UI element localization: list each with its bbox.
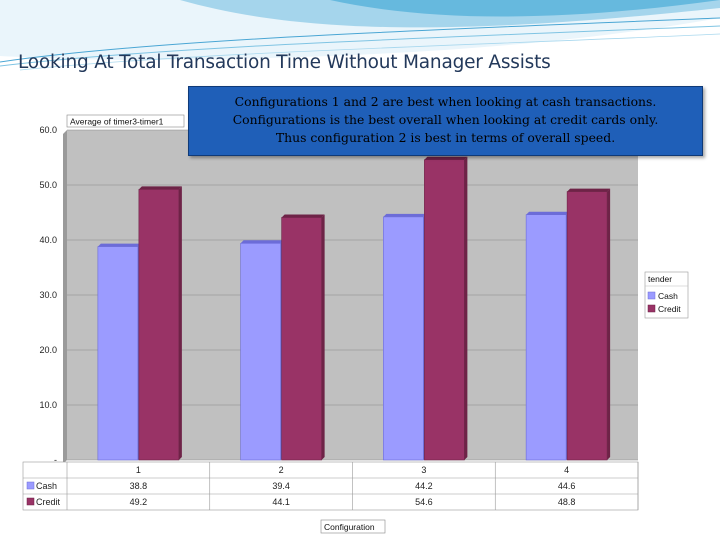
y-tick-label: 30.0 xyxy=(39,290,57,300)
callout-line-2: Configurations is the best overall when … xyxy=(232,112,659,127)
bar-cash-2 xyxy=(240,243,281,461)
callout-line-3: Thus configuration 2 is best in terms of… xyxy=(275,130,616,145)
bar-side xyxy=(178,186,182,460)
bar-cash-4 xyxy=(525,214,567,461)
data-table-cell: 44.6 xyxy=(558,481,576,491)
data-table-cell: 54.6 xyxy=(415,497,433,507)
legend-swatch-credit xyxy=(647,304,656,313)
data-table-cell: 38.8 xyxy=(130,481,148,491)
table-key-swatch-cash xyxy=(26,481,35,490)
y-tick-label: 50.0 xyxy=(39,180,57,190)
bar-credit-3 xyxy=(424,159,465,461)
bar-top xyxy=(281,214,325,218)
data-table-cell: 48.8 xyxy=(558,497,576,507)
bar-cash-3 xyxy=(383,216,424,461)
legend-title: tender xyxy=(648,274,672,284)
bar-top xyxy=(567,188,611,192)
bar-top xyxy=(526,211,570,215)
bar-cash-1 xyxy=(97,246,139,461)
table-series-label: Cash xyxy=(36,481,57,491)
data-table-cell: 49.2 xyxy=(130,497,148,507)
bar-credit-4 xyxy=(566,191,608,461)
bar-top xyxy=(240,240,284,244)
data-table-cell: 44.2 xyxy=(415,481,433,491)
header-swoosh-graphic xyxy=(0,0,720,71)
table-series-label: Credit xyxy=(36,497,61,507)
y-tick-label: 60.0 xyxy=(39,125,57,135)
y-axis: - 10.0 20.0 30.0 40.0 50.0 60.0 xyxy=(39,125,57,465)
x-axis-label-box xyxy=(320,519,386,534)
y-tick-label: 10.0 xyxy=(39,400,57,410)
bar-side xyxy=(464,156,468,460)
bar-side xyxy=(321,214,325,460)
chart-title: Average of timer3-timer1 xyxy=(70,117,164,127)
bar-top xyxy=(97,243,141,247)
conclusion-callout: Configurations 1 and 2 are best when loo… xyxy=(188,86,703,156)
y-tick-label: - xyxy=(54,455,57,465)
callout-line-1: Configurations 1 and 2 are best when loo… xyxy=(234,94,657,109)
legend-item-credit[interactable]: Credit xyxy=(658,304,681,314)
slide-title: Looking At Total Transaction Time Withou… xyxy=(18,52,551,73)
bar-side xyxy=(607,188,611,460)
data-table-frame xyxy=(22,461,639,511)
x-tick-label: 3 xyxy=(421,465,426,475)
plot-side-wall xyxy=(63,130,67,464)
legend-swatch-cash xyxy=(647,291,656,300)
table-key-swatch-credit xyxy=(26,497,35,506)
x-tick-label: 4 xyxy=(564,465,569,475)
bar-top xyxy=(424,156,468,160)
chart-title-box xyxy=(66,114,185,128)
bar-top xyxy=(383,213,427,217)
legend-item-cash[interactable]: Cash xyxy=(658,291,678,301)
data-table: 1 2 3 4 Cash 38.8 39.4 44.2 44.6 Credit 49.2 44.1 54… xyxy=(22,461,639,511)
x-axis-label: Configuration xyxy=(324,522,375,532)
x-axis-label-group: Configuration xyxy=(320,519,386,534)
data-table-cell: 44.1 xyxy=(272,497,290,507)
x-tick-label: 2 xyxy=(279,465,284,475)
data-table-cell: 39.4 xyxy=(272,481,290,491)
legend[interactable]: tender Cash Credit xyxy=(644,271,689,319)
x-tick-label: 1 xyxy=(136,465,141,475)
y-tick-label: 40.0 xyxy=(39,235,57,245)
bars xyxy=(97,156,611,461)
bar-top xyxy=(138,186,182,190)
bar-credit-2 xyxy=(281,217,322,461)
y-tick-label: 20.0 xyxy=(39,345,57,355)
chart-title-group: Average of timer3-timer1 xyxy=(66,114,185,128)
bar-credit-1 xyxy=(138,189,180,461)
